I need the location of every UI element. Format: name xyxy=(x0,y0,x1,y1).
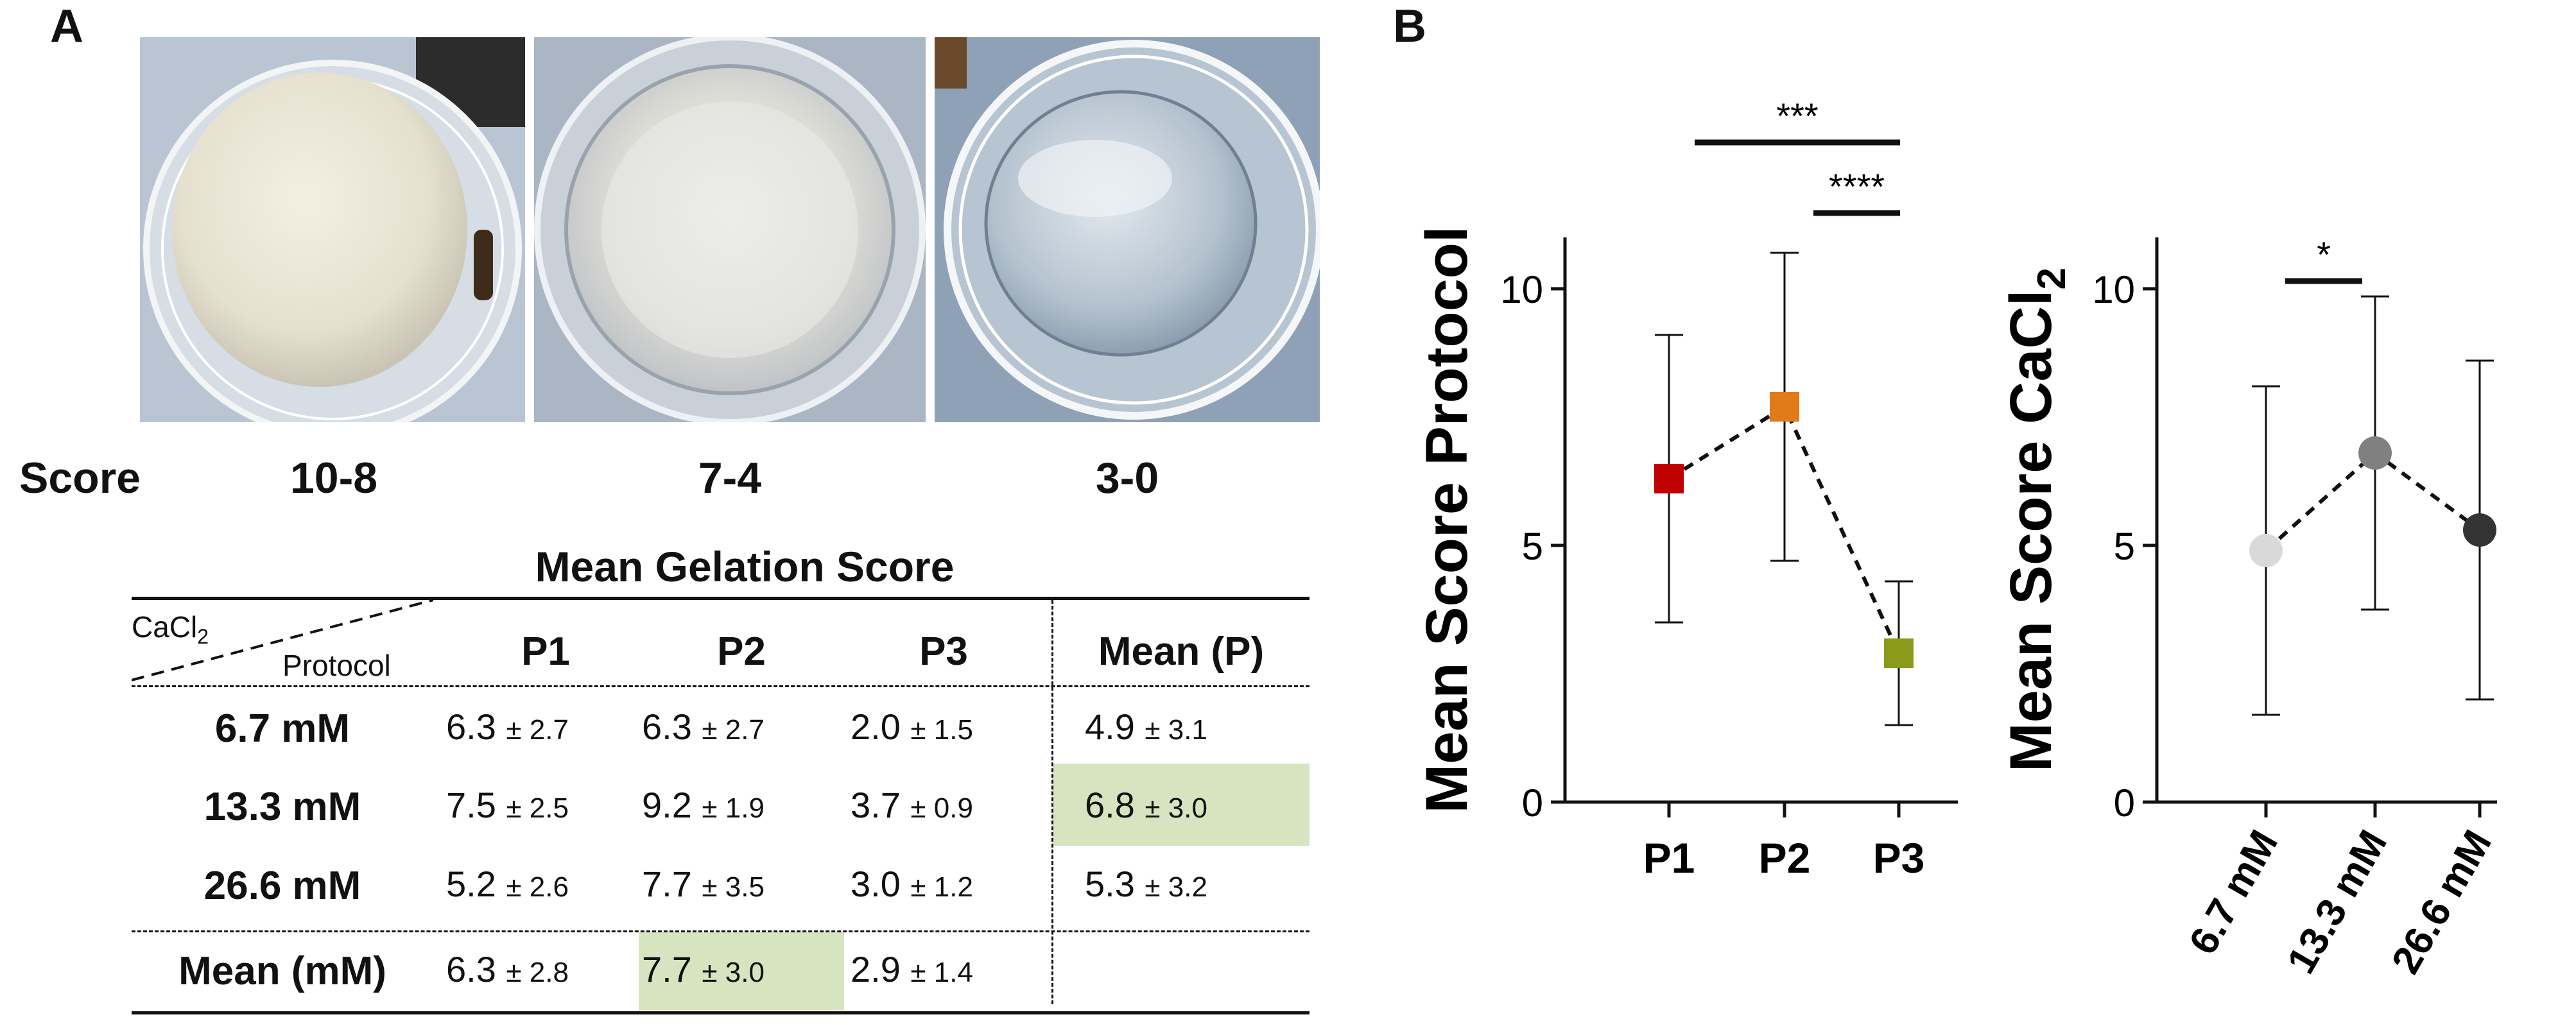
photo-score-3-0 xyxy=(935,37,1320,422)
x-tick-label: P3 xyxy=(1873,834,1925,882)
header-divider xyxy=(132,685,1310,687)
table-cell: 5.3 ± 3.2 xyxy=(1085,864,1207,904)
x-tick-label: 26.6 mM xyxy=(2383,823,2500,981)
col-header-p1: P1 xyxy=(521,629,570,674)
col-header-mean-p: Mean (P) xyxy=(1098,629,1265,674)
data-point xyxy=(1770,392,1799,422)
table-cell: 6.3 ± 2.7 xyxy=(642,706,765,747)
table-cell: 2.9 ± 1.4 xyxy=(851,949,973,989)
data-point xyxy=(2358,436,2392,470)
table-cell: 3.7 ± 0.9 xyxy=(851,785,973,825)
x-tick-label: 6.7 mM xyxy=(2181,823,2286,962)
table-cell: 9.2 ± 1.9 xyxy=(642,785,765,825)
y-tick-label: 5 xyxy=(2114,525,2135,568)
corner-cacl2-text: CaCl xyxy=(132,610,198,644)
y-tick-label: 0 xyxy=(2114,782,2135,825)
x-tick-label: P2 xyxy=(1759,834,1811,882)
score-label: Score xyxy=(19,454,141,502)
col-header-p3: P3 xyxy=(919,629,968,674)
mean-column-divider xyxy=(1051,600,1053,1004)
y-tick-label: 10 xyxy=(1500,268,1543,311)
panel-a-letter: A xyxy=(50,1,83,52)
x-tick-label: P1 xyxy=(1643,834,1695,882)
data-point xyxy=(1654,464,1684,493)
corner-cacl2: CaCl2 xyxy=(132,610,209,649)
score-range-10-8: 10-8 xyxy=(290,454,378,502)
y-tick-label: 5 xyxy=(1522,525,1543,568)
x-tick-label: 13.3 mM xyxy=(2279,823,2396,981)
score-range-3-0: 3-0 xyxy=(1095,454,1159,502)
y-tick-label: 0 xyxy=(1522,782,1543,825)
y-axis-label-sub: 2 xyxy=(2030,268,2074,289)
highlight-mean-p-13-3 xyxy=(1053,764,1310,846)
table-cell: 7.7 ± 3.0 xyxy=(642,949,765,989)
row-header-6-7: 6.7 mM xyxy=(214,706,350,751)
highlight-mean-mm-p2 xyxy=(639,932,844,1010)
table-cell: 5.2 ± 2.6 xyxy=(446,864,569,904)
corner-cacl2-sub: 2 xyxy=(197,625,209,649)
significance-label: *** xyxy=(1776,96,1818,136)
row-header-mean-mm: Mean (mM) xyxy=(178,949,386,993)
table-cell: 6.3 ± 2.8 xyxy=(446,949,569,989)
data-point xyxy=(1884,638,1914,668)
photo-score-7-4 xyxy=(534,37,926,422)
table-title: Mean Gelation Score xyxy=(535,543,955,590)
table-cell: 7.5 ± 2.5 xyxy=(446,785,569,825)
col-header-p2: P2 xyxy=(717,629,766,674)
y-tick-label: 10 xyxy=(2092,268,2135,311)
row-header-13-3: 13.3 mM xyxy=(203,785,361,829)
panel-b-letter: B xyxy=(1393,1,1426,52)
data-point xyxy=(2249,534,2283,567)
corner-protocol: Protocol xyxy=(282,649,391,682)
corner-diagonal xyxy=(132,600,433,681)
table-cell: 4.9 ± 3.1 xyxy=(1085,706,1207,747)
table-cell: 6.8 ± 3.0 xyxy=(1085,785,1207,825)
table-cell: 3.0 ± 1.2 xyxy=(851,864,973,904)
table-bottom-rule xyxy=(132,1011,1310,1014)
significance-label: **** xyxy=(1829,166,1885,207)
table-cell: 6.3 ± 2.7 xyxy=(446,706,569,747)
data-point xyxy=(2463,513,2496,547)
photo-score-10-8 xyxy=(140,37,525,422)
score-range-7-4: 7-4 xyxy=(698,454,762,502)
row-header-26-6: 26.6 mM xyxy=(203,864,361,908)
table-cell: 7.7 ± 3.5 xyxy=(642,864,765,904)
y-axis-label: Mean Score Protocol xyxy=(1414,226,1480,813)
table-top-rule xyxy=(132,597,1310,600)
significance-label: * xyxy=(2317,234,2331,275)
table-cell: 2.0 ± 1.5 xyxy=(851,706,973,747)
y-axis-label: Mean Score CaCl2 xyxy=(1998,268,2074,772)
mean-row-divider xyxy=(132,930,1310,932)
